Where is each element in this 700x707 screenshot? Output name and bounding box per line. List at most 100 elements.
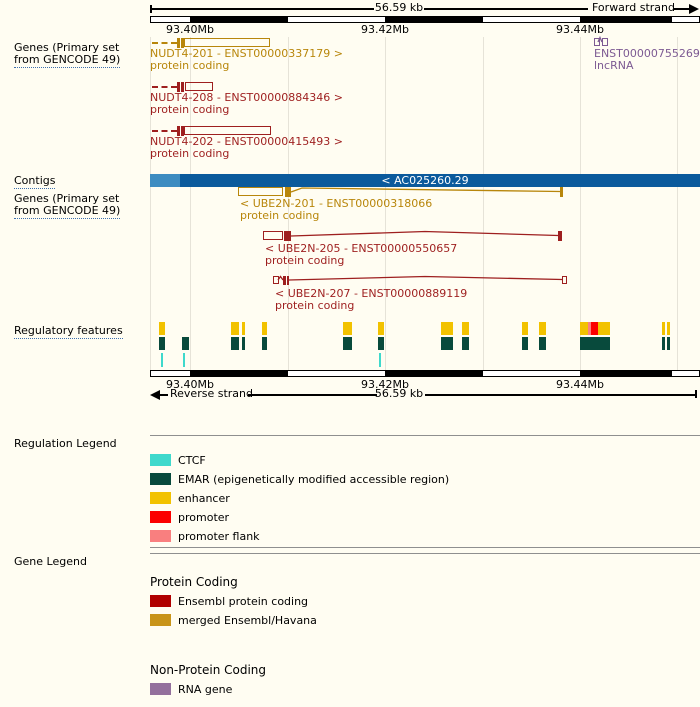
transcript-dashed-lead[interactable]: [152, 42, 177, 44]
emar-feature[interactable]: [522, 337, 528, 350]
contig-name[interactable]: < AC025260.29: [381, 174, 469, 187]
track-label-line1: Genes (Primary set: [14, 192, 120, 205]
ctcf-feature[interactable]: [183, 353, 185, 367]
enhancer-feature[interactable]: [522, 322, 528, 335]
exon-block[interactable]: [558, 231, 562, 241]
emar-feature[interactable]: [441, 337, 453, 350]
enhancer-feature[interactable]: [667, 322, 670, 335]
protein-coding-heading: Protein Coding: [150, 575, 238, 589]
contig-segment-dark[interactable]: [180, 174, 700, 187]
exon-block[interactable]: [177, 126, 180, 136]
emar-feature[interactable]: [378, 337, 384, 350]
track-label-genes-bottom[interactable]: Genes (Primary set from GENCODE 49): [14, 192, 121, 219]
enhancer-feature[interactable]: [159, 322, 165, 335]
enhancer-feature[interactable]: [343, 322, 352, 335]
legend-swatch-ctcf: [150, 454, 171, 466]
exon-block[interactable]: [285, 187, 288, 197]
emar-feature[interactable]: [343, 337, 352, 350]
utr-box[interactable]: [184, 38, 270, 47]
exon-block[interactable]: [286, 276, 289, 285]
enhancer-feature[interactable]: [662, 322, 665, 335]
transcript-label[interactable]: < UBE2N-205 - ENST00000550657: [265, 242, 458, 255]
ruler-length-label: 56.59 kb: [374, 387, 424, 400]
legend-swatch-emar: [150, 473, 171, 485]
gridline: [288, 37, 289, 370]
exon-block[interactable]: [283, 276, 286, 285]
legend-label: promoter flank: [178, 530, 260, 543]
enhancer-feature[interactable]: [231, 322, 239, 335]
exon-block[interactable]: [288, 187, 291, 197]
forward-arrow-tail: [674, 8, 690, 10]
transcript-label[interactable]: NUDT4-202 - ENST00000415493 >: [150, 135, 343, 148]
regulatory-features-layer: [0, 322, 700, 368]
utr-box[interactable]: [238, 187, 283, 196]
emar-feature[interactable]: [182, 337, 189, 350]
legend-label: merged Ensembl/Havana: [178, 614, 317, 627]
enhancer-feature[interactable]: [462, 322, 469, 335]
track-label-line2: from GENCODE 49): [14, 204, 121, 219]
utr-box[interactable]: [185, 82, 213, 91]
ruler-line: [248, 394, 377, 396]
enhancer-feature[interactable]: [242, 322, 245, 335]
exon-block[interactable]: [177, 82, 180, 92]
transcript-label[interactable]: < UBE2N-207 - ENST00000889119: [275, 287, 468, 300]
legend-swatch-promoter-flank: [150, 530, 171, 542]
emar-feature[interactable]: [580, 337, 610, 350]
scalebar-segment: [580, 371, 672, 376]
reverse-strand-label: Reverse strand: [170, 387, 253, 400]
transcript-label[interactable]: NUDT4-208 - ENST00000884346 >: [150, 91, 343, 104]
exon-block[interactable]: [284, 231, 291, 241]
transcript-biotype: protein coding: [150, 147, 230, 160]
gridline: [483, 37, 484, 370]
transcript-biotype: protein coding: [275, 299, 355, 312]
emar-feature[interactable]: [231, 337, 239, 350]
enhancer-feature[interactable]: [539, 322, 546, 335]
emar-feature[interactable]: [262, 337, 267, 350]
enhancer-feature[interactable]: [378, 322, 384, 335]
legend-label: RNA gene: [178, 683, 233, 696]
transcript-dashed-lead[interactable]: [152, 86, 177, 88]
transcript-label[interactable]: NUDT4-201 - ENST00000337179 >: [150, 47, 343, 60]
emar-feature[interactable]: [242, 337, 245, 350]
utr-box[interactable]: [263, 231, 283, 240]
track-label-regulatory[interactable]: Regulatory features: [14, 324, 123, 339]
coordinate-tick-label: 93.44Mb: [556, 378, 604, 391]
lncrna-exon-box[interactable]: [602, 38, 608, 46]
lncrna-exon-box[interactable]: [594, 38, 600, 46]
promoter-flank-feature[interactable]: [588, 322, 591, 335]
exon-block[interactable]: [177, 38, 180, 48]
track-label-contigs[interactable]: Contigs: [14, 174, 56, 189]
ctcf-feature[interactable]: [161, 353, 163, 367]
emar-feature[interactable]: [667, 337, 670, 350]
transcript-dashed-lead[interactable]: [152, 130, 177, 132]
emar-feature[interactable]: [539, 337, 546, 350]
utr-box[interactable]: [273, 276, 279, 284]
promoter-feature[interactable]: [591, 322, 598, 335]
coordinate-tick-label: 93.44Mb: [556, 23, 604, 36]
utr-box[interactable]: [184, 126, 271, 135]
legend-label: Ensembl protein coding: [178, 595, 309, 608]
scalebar-segment: [190, 371, 288, 376]
transcript-label[interactable]: < UBE2N-201 - ENST00000318066: [240, 197, 433, 210]
coordinate-tick-label: 93.42Mb: [361, 23, 409, 36]
exon-block[interactable]: [181, 82, 184, 92]
ruler-line: [150, 8, 374, 10]
exon-block[interactable]: [181, 126, 184, 136]
gridline: [190, 37, 191, 370]
track-label-genes-top[interactable]: Genes (Primary set from GENCODE 49): [14, 42, 121, 68]
emar-feature[interactable]: [159, 337, 165, 350]
reverse-arrow-tail: [159, 394, 168, 396]
transcript-label[interactable]: ENST00000755269: [594, 47, 700, 60]
emar-feature[interactable]: [662, 337, 665, 350]
contig-segment-light[interactable]: [150, 174, 180, 187]
enhancer-feature[interactable]: [262, 322, 267, 335]
legend-swatch-ensembl-protein-coding: [150, 595, 171, 607]
emar-feature[interactable]: [462, 337, 469, 350]
enhancer-feature[interactable]: [441, 322, 453, 335]
ctcf-feature[interactable]: [379, 353, 381, 367]
scalebar-segment: [385, 17, 483, 22]
exon-block[interactable]: [181, 38, 184, 48]
exon-block[interactable]: [560, 187, 563, 197]
ruler-length-label: 56.59 kb: [374, 1, 424, 14]
utr-box[interactable]: [562, 276, 567, 284]
